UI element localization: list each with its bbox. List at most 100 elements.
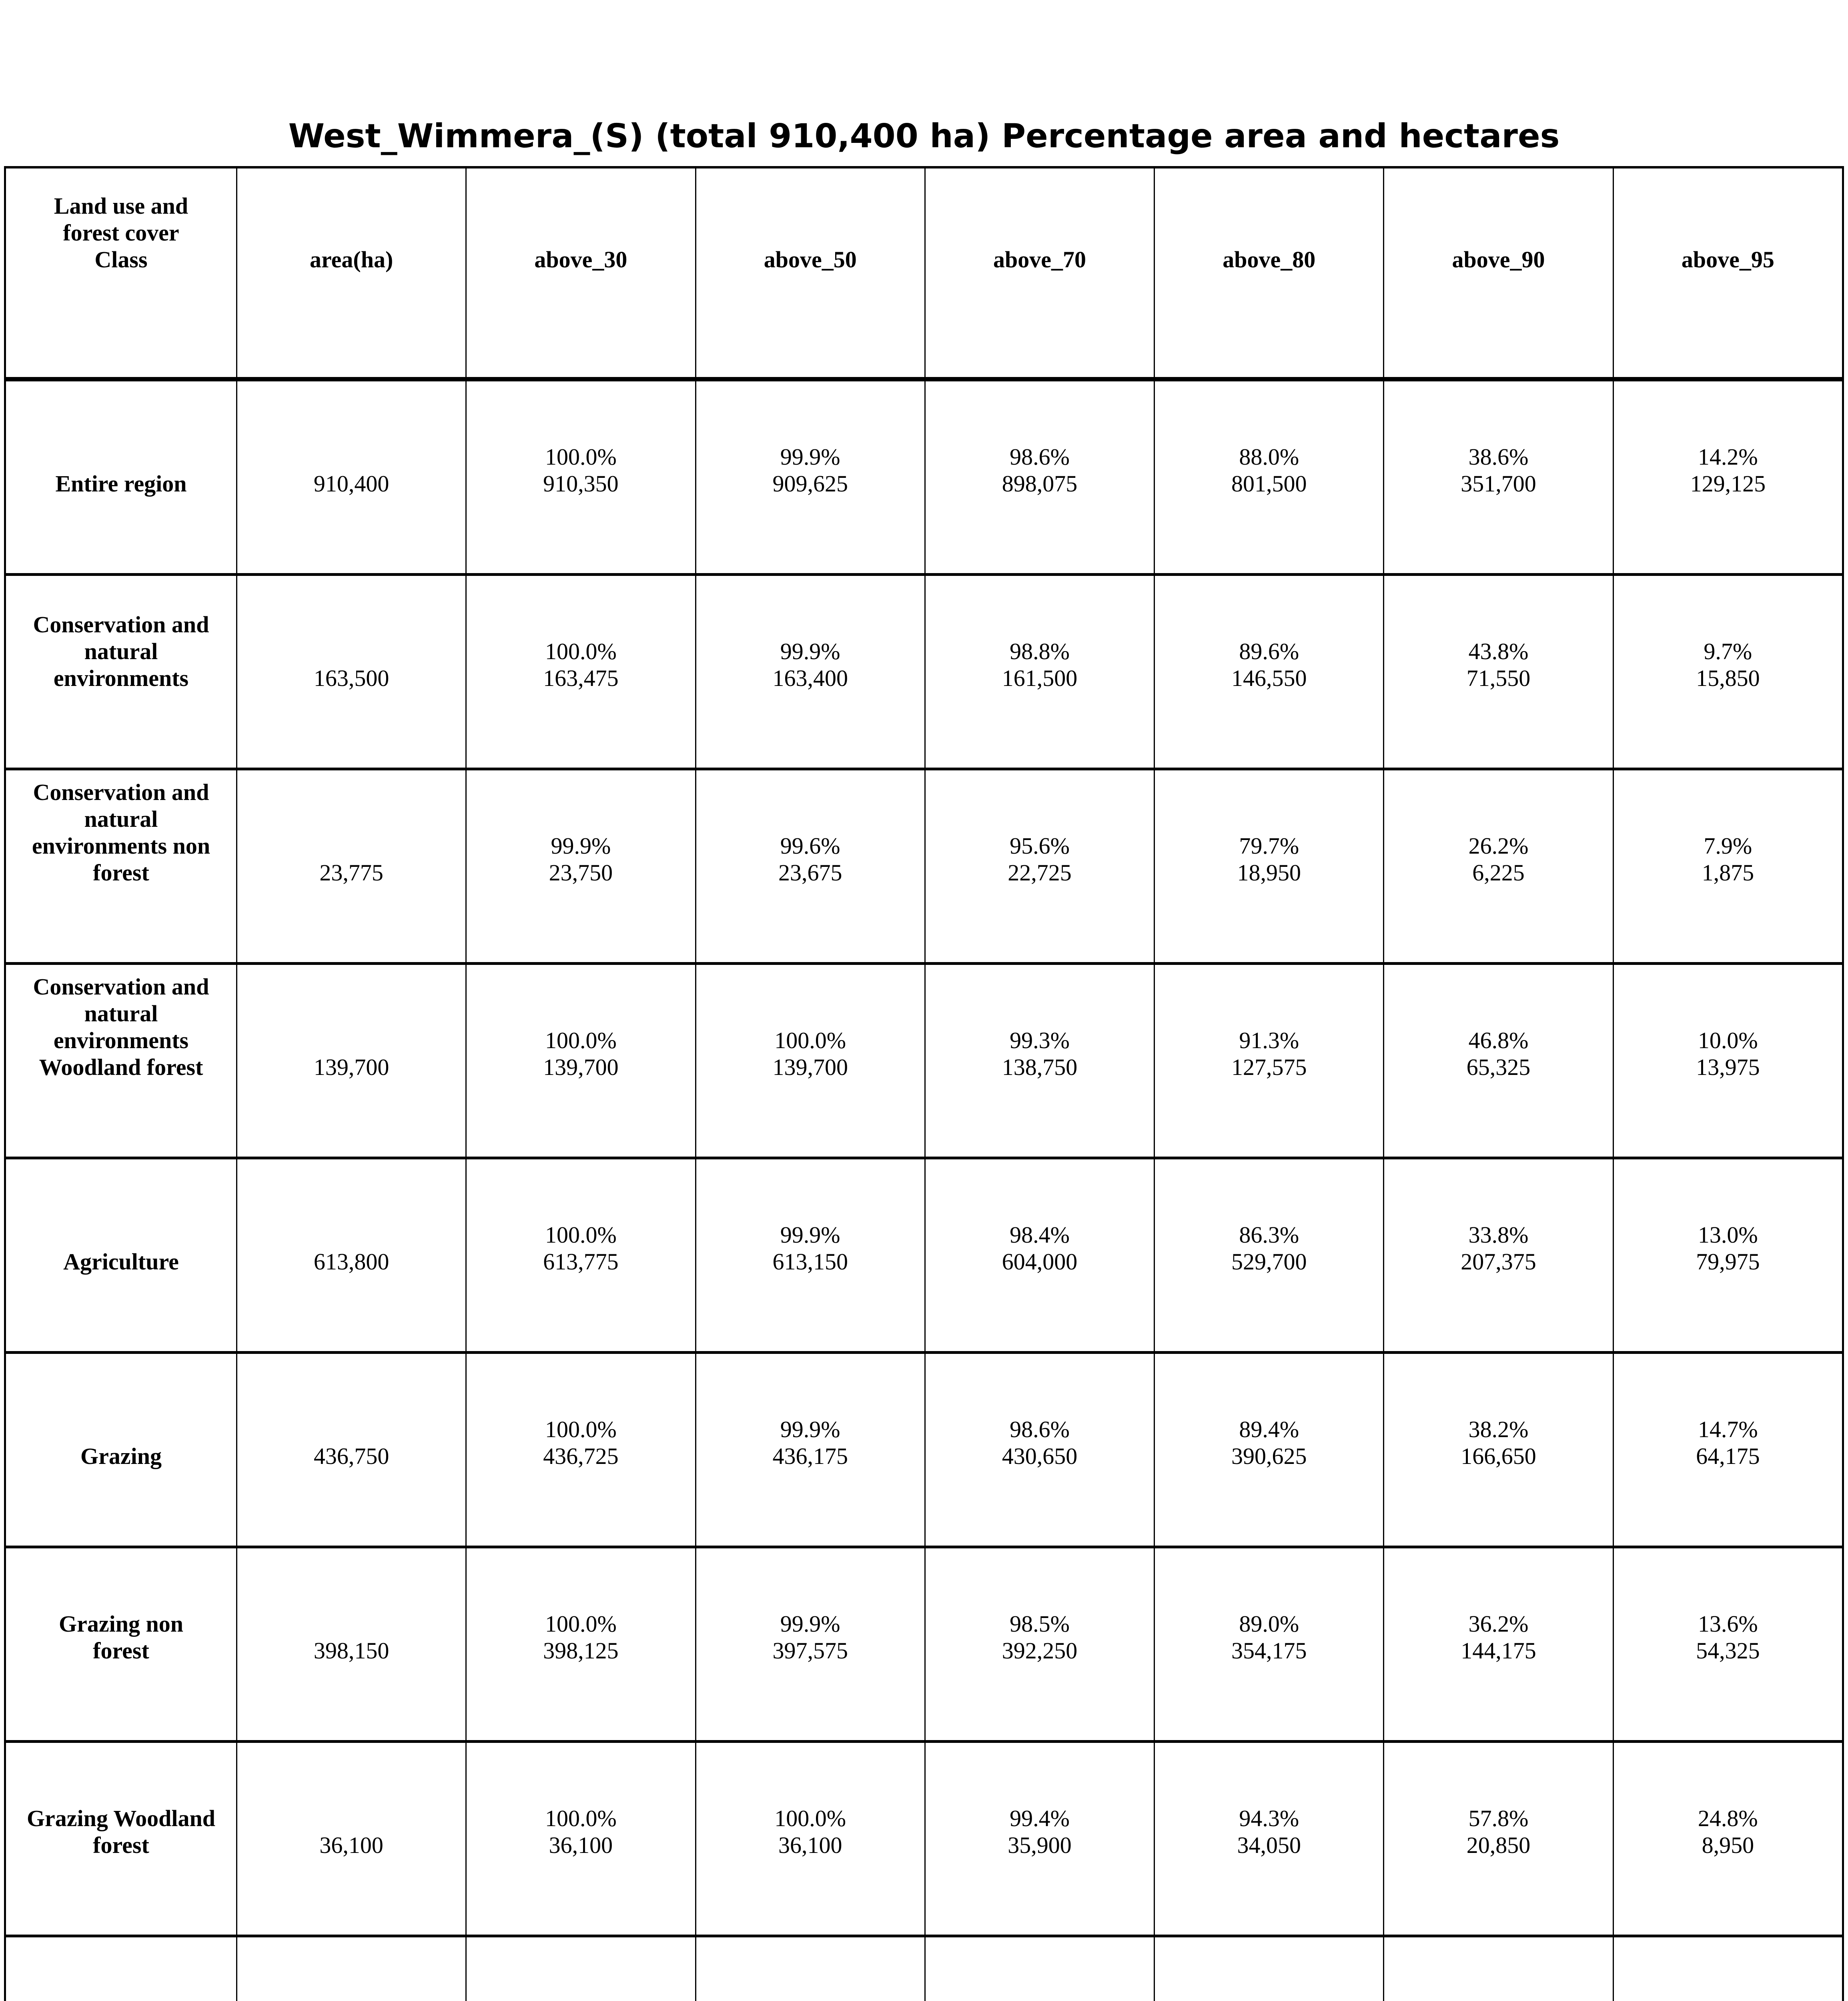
threshold-cell-above-70: 97.9% 172,450 bbox=[926, 1937, 1155, 2001]
percent-value: 98.6% bbox=[1010, 1416, 1070, 1442]
percent-value: 99.9% bbox=[780, 1611, 840, 1637]
threshold-cell-above-95: 9.7% 15,850 bbox=[1614, 576, 1842, 768]
area-cell: 36,100 bbox=[237, 1743, 467, 1935]
hectares-value: 801,500 bbox=[1231, 471, 1307, 497]
hectares-value: 207,375 bbox=[1461, 1249, 1536, 1275]
percent-value: 14.7% bbox=[1698, 1416, 1758, 1442]
threshold-cell-above-50: 99.9% 163,400 bbox=[696, 576, 926, 768]
table-row: Conservation and natural environments no… bbox=[6, 770, 1842, 965]
percent-value: 89.4% bbox=[1239, 1416, 1299, 1442]
area-cell: 398,150 bbox=[237, 1548, 467, 1740]
percent-value: 100.0% bbox=[545, 1222, 617, 1248]
table-row: Grazing 436,750 100.0% 436,725 99.9% 436… bbox=[6, 1354, 1842, 1548]
percent-value: 98.6% bbox=[1010, 444, 1070, 470]
hectares-value: 354,175 bbox=[1231, 1638, 1307, 1664]
threshold-cell-above-70: 95.6% 22,725 bbox=[926, 770, 1155, 962]
threshold-cell-above-80: 89.4% 390,625 bbox=[1155, 1354, 1385, 1546]
hectares-value: 138,750 bbox=[1002, 1054, 1078, 1080]
column-header-area: area(ha) bbox=[237, 168, 467, 377]
area-cell: 163,500 bbox=[237, 576, 467, 768]
hectares-value: 613,775 bbox=[543, 1249, 619, 1275]
hectares-value: 166,650 bbox=[1461, 1443, 1536, 1469]
threshold-cell-above-50: 99.9% 397,575 bbox=[696, 1548, 926, 1740]
hectares-value: 163,400 bbox=[772, 665, 848, 691]
threshold-cell-above-90: 26.2% 6,225 bbox=[1384, 770, 1614, 962]
percent-value: 100.0% bbox=[774, 1027, 846, 1053]
row-label: Conservation and natural environments Wo… bbox=[6, 965, 237, 1157]
threshold-cell-above-50: 100.0% 176,075 bbox=[696, 1937, 926, 2001]
row-label: Cropping bbox=[6, 1937, 237, 2001]
percent-value: 79.7% bbox=[1239, 833, 1299, 859]
area-cell: 613,800 bbox=[237, 1159, 467, 1351]
hectares-value: 127,575 bbox=[1231, 1054, 1307, 1080]
threshold-cell-above-70: 99.3% 138,750 bbox=[926, 965, 1155, 1157]
threshold-cell-above-95: 14.7% 64,175 bbox=[1614, 1354, 1842, 1546]
hectares-value: 23,750 bbox=[549, 860, 613, 886]
hectares-value: 34,050 bbox=[1237, 1832, 1301, 1858]
percent-value: 26.2% bbox=[1468, 833, 1529, 859]
threshold-cell-above-30: 100.0% 398,125 bbox=[467, 1548, 696, 1740]
percent-value: 8.8% bbox=[1704, 1999, 1752, 2001]
percent-value: 86.3% bbox=[1239, 1222, 1299, 1248]
hectares-value: 139,700 bbox=[543, 1054, 619, 1080]
hectares-value: 397,575 bbox=[772, 1638, 848, 1664]
percent-value: 43.8% bbox=[1468, 638, 1529, 664]
threshold-cell-above-95: 24.8% 8,950 bbox=[1614, 1743, 1842, 1935]
table-row: Entire region 910,400 100.0% 910,350 99.… bbox=[6, 381, 1842, 576]
percent-value: 88.0% bbox=[1239, 444, 1299, 470]
table-row: Grazing Woodland forest 36,100 100.0% 36… bbox=[6, 1743, 1842, 1937]
column-header-above-80: above_80 bbox=[1155, 168, 1385, 377]
threshold-cell-above-90: 43.8% 71,550 bbox=[1384, 576, 1614, 768]
table-row: Agriculture 613,800 100.0% 613,775 99.9%… bbox=[6, 1159, 1842, 1354]
hectares-value: 161,500 bbox=[1002, 665, 1078, 691]
threshold-cell-above-90: 38.6% 351,700 bbox=[1384, 381, 1614, 573]
percent-value: 91.3% bbox=[1239, 1027, 1299, 1053]
hectares-value: 79,975 bbox=[1696, 1249, 1760, 1275]
column-header-above-70: above_70 bbox=[926, 168, 1155, 377]
percent-value: 36.2% bbox=[1468, 1611, 1529, 1637]
hectares-value: 898,075 bbox=[1002, 471, 1078, 497]
threshold-cell-above-80: 89.0% 354,175 bbox=[1155, 1548, 1385, 1740]
area-cell: 176,150 bbox=[237, 1937, 467, 2001]
row-label: Agriculture bbox=[6, 1159, 237, 1351]
percent-value: 57.8% bbox=[1468, 1805, 1529, 1831]
hectares-value: 23,675 bbox=[778, 860, 842, 886]
percent-value: 38.2% bbox=[1468, 1416, 1529, 1442]
percent-value: 46.8% bbox=[1468, 1027, 1529, 1053]
threshold-cell-above-30: 100.0% 176,150 bbox=[467, 1937, 696, 2001]
percent-value: 100.0% bbox=[545, 1416, 617, 1442]
threshold-cell-above-30: 100.0% 163,475 bbox=[467, 576, 696, 768]
percent-value: 89.0% bbox=[1239, 1611, 1299, 1637]
threshold-cell-above-30: 100.0% 36,100 bbox=[467, 1743, 696, 1935]
threshold-cell-above-95: 13.0% 79,975 bbox=[1614, 1159, 1842, 1351]
area-cell: 23,775 bbox=[237, 770, 467, 962]
percent-value: 95.6% bbox=[1010, 833, 1070, 859]
page-title-line1: West_Wimmera_(S) (total 910,400 ha) Perc… bbox=[288, 117, 1560, 155]
column-header-above-95: above_95 bbox=[1681, 247, 1774, 273]
percent-value: 99.9% bbox=[780, 1416, 840, 1442]
threshold-cell-above-50: 99.6% 23,675 bbox=[696, 770, 926, 962]
percent-value: 99.3% bbox=[1010, 1027, 1070, 1053]
threshold-cell-above-50: 99.9% 613,150 bbox=[696, 1159, 926, 1351]
percent-value: 100.0% bbox=[774, 1805, 846, 1831]
percent-value: 7.9% bbox=[1704, 833, 1752, 859]
hectares-value: 35,900 bbox=[1008, 1832, 1072, 1858]
row-label: Grazing Woodland forest bbox=[6, 1743, 237, 1935]
threshold-cell-above-70: 98.4% 604,000 bbox=[926, 1159, 1155, 1351]
hectares-value: 8,950 bbox=[1702, 1832, 1754, 1858]
threshold-cell-above-50: 100.0% 36,100 bbox=[696, 1743, 926, 1935]
hectares-value: 430,650 bbox=[1002, 1443, 1078, 1469]
threshold-cell-above-30: 100.0% 910,350 bbox=[467, 381, 696, 573]
threshold-cell-above-50: 99.9% 436,175 bbox=[696, 1354, 926, 1546]
row-label: Grazing bbox=[6, 1354, 237, 1546]
area-cell: 436,750 bbox=[237, 1354, 467, 1546]
threshold-cell-above-70: 98.8% 161,500 bbox=[926, 576, 1155, 768]
threshold-cell-above-80: 89.6% 146,550 bbox=[1155, 576, 1385, 768]
threshold-cell-above-90: 38.2% 166,650 bbox=[1384, 1354, 1614, 1546]
percent-value: 100.0% bbox=[545, 1027, 617, 1053]
threshold-cell-above-80: 78.4% 138,175 bbox=[1155, 1937, 1385, 2001]
data-table: Land use and forest cover Class area(ha)… bbox=[4, 166, 1844, 2001]
hectares-value: 351,700 bbox=[1461, 471, 1536, 497]
hectares-value: 22,725 bbox=[1008, 860, 1072, 886]
area-cell: 910,400 bbox=[237, 381, 467, 573]
